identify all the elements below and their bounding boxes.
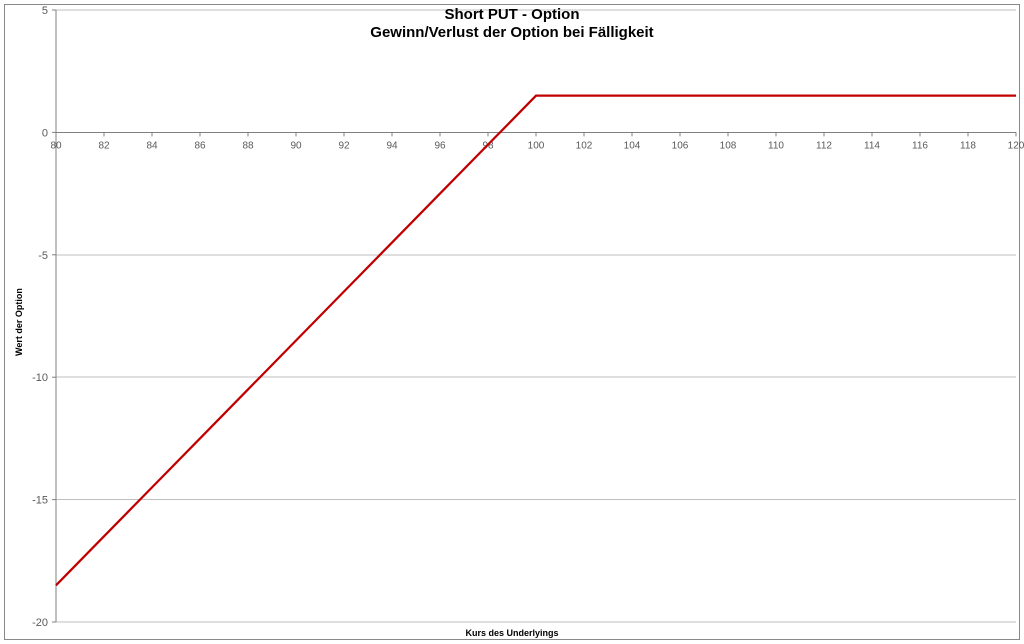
y-tick-label: -10: [32, 372, 48, 384]
x-tick-label: 112: [816, 140, 832, 151]
chart-title-line1: Short PUT - Option: [0, 6, 1024, 24]
y-tick-label: -5: [38, 250, 48, 262]
x-tick-label: 88: [242, 140, 254, 151]
y-tick-label: 0: [42, 127, 48, 139]
x-tick-label: 100: [528, 140, 545, 151]
x-tick-label: 108: [720, 140, 737, 151]
x-tick-label: 104: [624, 140, 641, 151]
x-tick-label: 86: [194, 140, 206, 151]
series-short-put-payoff: [56, 96, 1016, 586]
x-tick-label: 84: [146, 140, 158, 151]
x-tick-label: 116: [912, 140, 928, 151]
x-tick-label: 96: [434, 140, 446, 151]
x-tick-label: 102: [576, 140, 593, 151]
x-tick-label: 114: [864, 140, 880, 151]
x-tick-label: 120: [1008, 140, 1024, 151]
plot-svg: 50-5-10-15-20808284868890929496981001021…: [0, 0, 1024, 644]
x-tick-label: 94: [386, 140, 398, 151]
chart-title-line2: Gewinn/Verlust der Option bei Fälligkeit: [0, 24, 1024, 42]
x-tick-label: 80: [50, 140, 62, 151]
chart-titles: Short PUT - Option Gewinn/Verlust der Op…: [0, 6, 1024, 42]
x-tick-label: 92: [338, 140, 350, 151]
x-tick-label: 110: [768, 140, 784, 151]
chart-container: Short PUT - Option Gewinn/Verlust der Op…: [0, 0, 1024, 644]
y-tick-label: -20: [32, 617, 48, 629]
x-tick-label: 118: [960, 140, 976, 151]
y-tick-label: -15: [32, 495, 48, 507]
x-tick-label: 82: [98, 140, 110, 151]
x-tick-label: 90: [290, 140, 302, 151]
x-tick-label: 106: [672, 140, 689, 151]
